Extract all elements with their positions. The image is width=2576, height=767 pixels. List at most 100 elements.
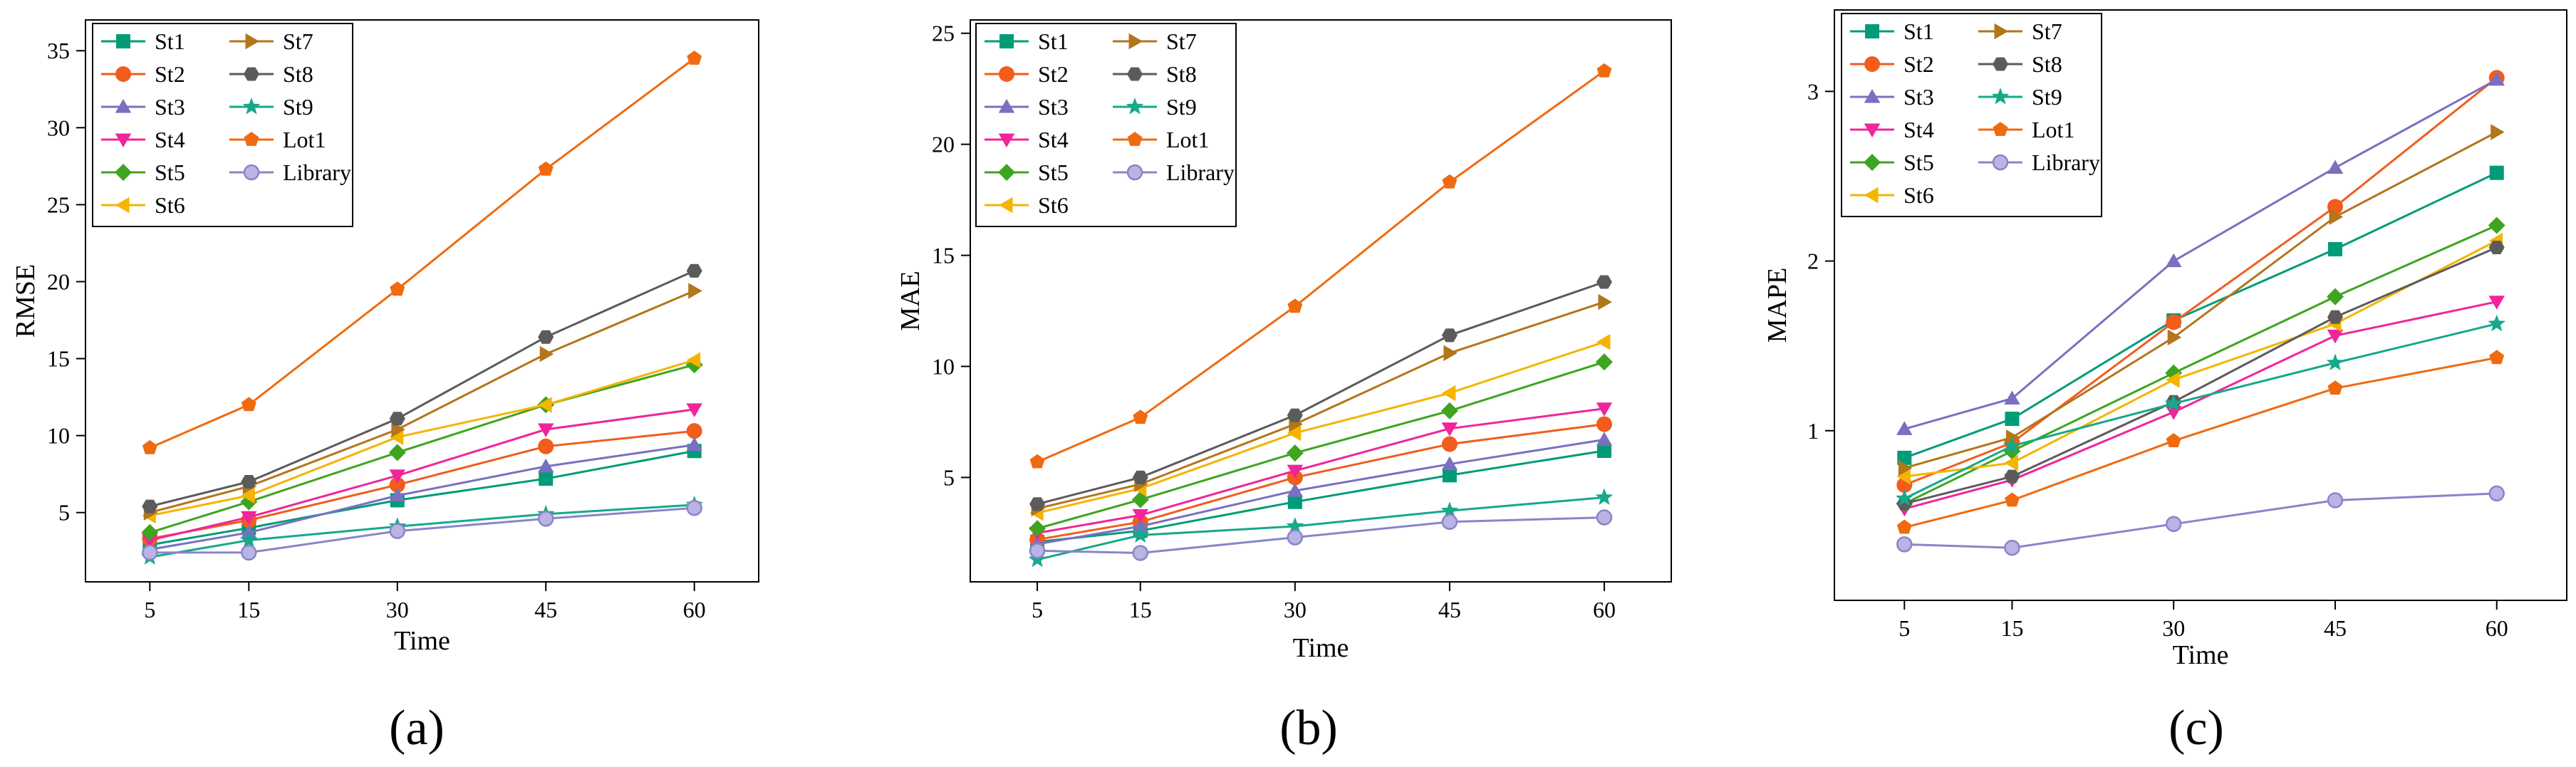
data-point-st1 (2489, 165, 2504, 180)
legend-marker-lot1 (244, 132, 259, 146)
legend-label-st9: St9 (1166, 94, 1197, 120)
data-point-st3 (1441, 456, 1458, 471)
data-point-st7 (688, 283, 702, 299)
y-tick-label: 15 (932, 243, 955, 268)
data-point-library (686, 499, 702, 516)
x-tick-label: 60 (1593, 597, 1616, 622)
data-point-st3 (1896, 421, 1913, 435)
legend: St1 St2 St3 St4 St5 St6 St7 St8 St9 Lot1 Library (92, 23, 353, 227)
data-point-st6 (241, 487, 255, 504)
y-tick-label: 20 (47, 268, 70, 294)
legend-label-st5: St5 (1038, 160, 1069, 185)
data-point-st4 (241, 511, 257, 526)
legend-label-st4: St4 (1038, 127, 1069, 152)
x-tick-label: 5 (144, 597, 155, 622)
data-point-library (1896, 536, 1913, 553)
series-line-st9 (1904, 323, 2498, 500)
legend-label-lot1: Lot1 (2032, 117, 2074, 142)
legend-label-st3: St3 (155, 94, 185, 120)
x-tick-label: 30 (2162, 615, 2185, 641)
data-point-st8 (142, 499, 158, 513)
series-line-st5 (1037, 360, 1605, 530)
series-line-st2 (150, 429, 695, 540)
data-point-st5 (2488, 216, 2505, 234)
legend-label-st4: St4 (155, 127, 185, 152)
series-line-st4 (1904, 301, 2498, 510)
data-point-lot1 (2489, 350, 2505, 365)
legend-marker-library (243, 164, 260, 181)
data-point-st3 (1132, 518, 1148, 533)
legend-marker-library (1126, 164, 1143, 181)
x-tick-label: 45 (534, 597, 557, 622)
legend-marker-st5 (115, 164, 132, 181)
data-point-st1 (1596, 444, 1611, 459)
legend-box (92, 23, 353, 227)
y-tick-label: 1 (1807, 418, 1819, 444)
data-point-st2 (538, 438, 554, 454)
data-point-st9 (1595, 488, 1614, 505)
legend-label-st9: St9 (283, 94, 313, 120)
y-axis-title: MAPE (1762, 268, 1792, 343)
x-tick-label: 60 (2486, 615, 2508, 641)
plot-frame (85, 19, 759, 583)
legend-marker-st6 (1864, 187, 1879, 204)
data-point-st9 (2164, 394, 2183, 412)
series-line-st8 (1037, 281, 1605, 506)
series-line-st7 (1037, 301, 1605, 510)
data-point-library (2004, 539, 2020, 556)
y-tick-label: 10 (47, 423, 70, 449)
data-point-st1 (1287, 494, 1302, 509)
data-point-st9 (1286, 517, 1304, 534)
data-point-lot1 (1596, 63, 1612, 78)
legend-label-st1: St1 (1904, 19, 1934, 44)
data-point-st6 (389, 429, 404, 446)
data-point-lot1 (2327, 380, 2343, 395)
data-point-st7 (1443, 345, 1458, 361)
data-point-lot1 (538, 161, 554, 176)
data-point-st4 (1596, 402, 1613, 417)
data-point-st8 (2327, 310, 2343, 324)
data-point-st5 (1029, 520, 1046, 538)
data-point-library (2165, 516, 2182, 533)
legend-marker-st3 (1864, 89, 1881, 103)
data-point-st2 (1441, 436, 1458, 452)
x-tick-label: 45 (2324, 615, 2347, 641)
data-point-st5 (2003, 442, 2021, 460)
legend: St1 St2 St3 St4 St5 St6 St7 St8 St9 Lot1 Library (1841, 13, 2102, 217)
data-point-lot1 (142, 439, 157, 454)
y-axis-title: MAE (895, 271, 925, 330)
x-tick-label: 5 (1032, 597, 1043, 622)
legend-marker-st8 (1993, 57, 2008, 71)
data-point-st9 (2326, 353, 2344, 370)
y-tick-label: 35 (47, 38, 70, 63)
data-point-lot1 (2166, 433, 2181, 447)
data-point-st4 (1441, 422, 1458, 437)
legend-label-lot1: Lot1 (1166, 127, 1209, 152)
data-point-st5 (388, 444, 406, 461)
series-line-library (1904, 492, 2497, 549)
data-point-st6 (2166, 372, 2180, 388)
data-point-st7 (539, 345, 554, 362)
legend-label-st3: St3 (1038, 94, 1069, 120)
data-point-library (1596, 509, 1613, 526)
data-point-st7 (1898, 459, 1913, 476)
legend-marker-st1 (1865, 24, 1879, 38)
legend-label-st1: St1 (155, 28, 185, 54)
panel-a-rmse-chart: 5 15 30 45 605101520253035TimeRMSESt1St2St3S… (11, 19, 759, 756)
series-line-st4 (149, 408, 695, 542)
data-point-st3 (686, 437, 702, 452)
data-point-library (1132, 545, 1149, 561)
legend-label-st1: St1 (1038, 28, 1069, 54)
data-point-st7 (2329, 209, 2343, 225)
data-point-st4 (2327, 329, 2344, 344)
legend-label-library: Library (283, 160, 351, 185)
legend-marker-st7 (1994, 23, 2008, 40)
x-tick-label: 30 (1284, 597, 1307, 622)
data-point-st8 (1896, 496, 1913, 511)
data-point-st8 (389, 412, 405, 426)
y-tick-label: 3 (1807, 78, 1819, 104)
data-point-st9 (1440, 501, 1459, 518)
data-point-st3 (2327, 160, 2344, 174)
data-point-st8 (1029, 497, 1046, 511)
